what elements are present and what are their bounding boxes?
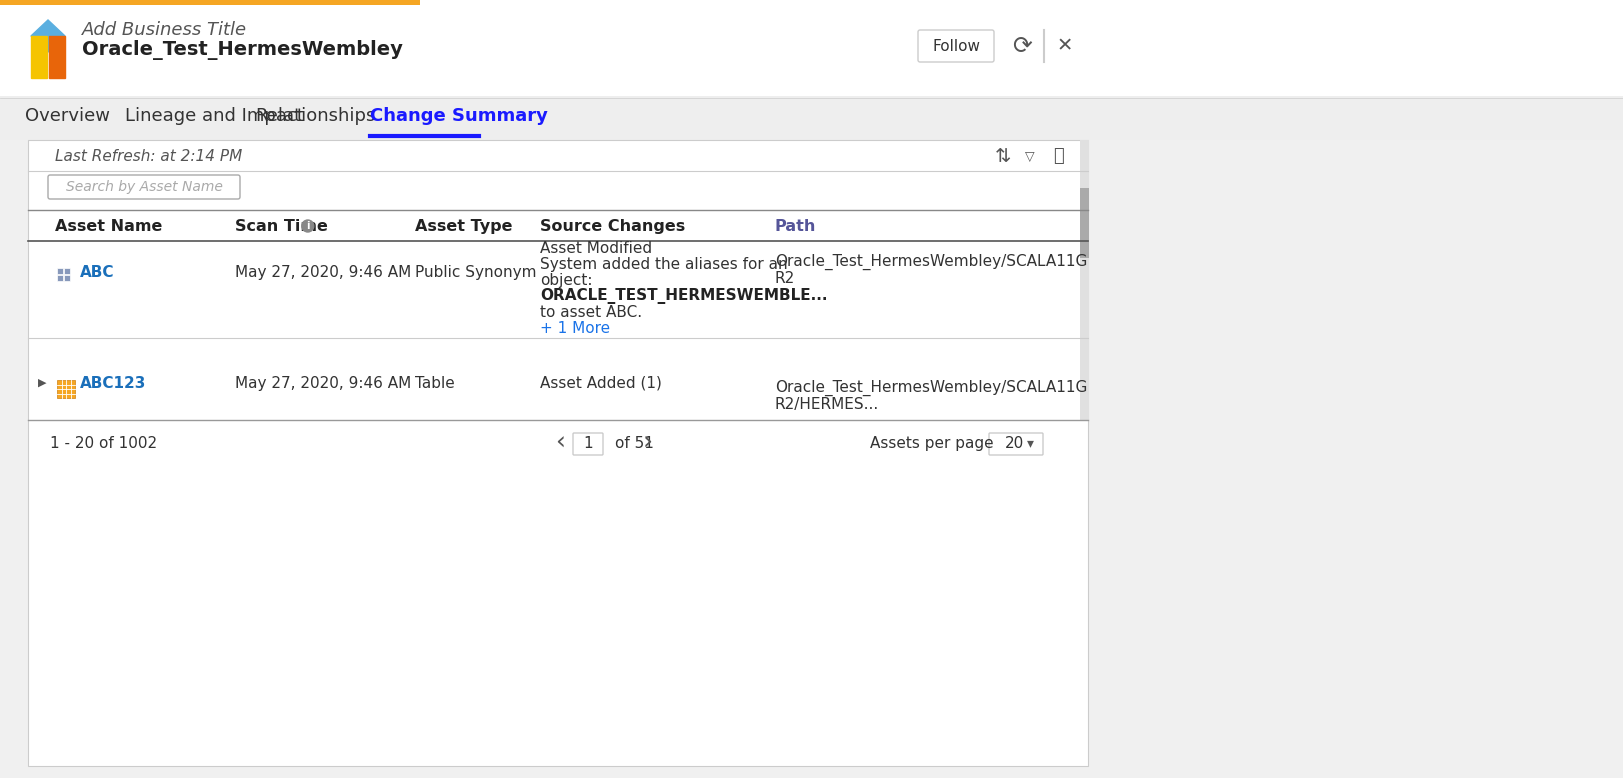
- Text: i: i: [307, 221, 310, 231]
- Text: 20: 20: [1005, 436, 1024, 450]
- FancyBboxPatch shape: [919, 30, 993, 62]
- Text: ‹: ‹: [555, 431, 565, 455]
- Text: Oracle_Test_HermesWembley: Oracle_Test_HermesWembley: [83, 40, 403, 60]
- Text: ▾: ▾: [1026, 436, 1034, 450]
- Bar: [1079, 140, 1089, 420]
- Text: to asset ABC.: to asset ABC.: [540, 304, 643, 320]
- Text: ORACLE_TEST_HERMESWEMBLE...: ORACLE_TEST_HERMESWEMBLE...: [540, 288, 828, 304]
- Text: Table: Table: [415, 376, 454, 391]
- Text: Change Summary: Change Summary: [370, 107, 549, 125]
- Bar: [57, 268, 63, 274]
- Bar: [0, 0, 1623, 98]
- Bar: [28, 140, 1087, 766]
- Text: ⇅: ⇅: [995, 146, 1011, 166]
- Text: Search by Asset Name: Search by Asset Name: [65, 180, 222, 194]
- Text: Last Refresh: at 2:14 PM: Last Refresh: at 2:14 PM: [55, 149, 242, 163]
- FancyBboxPatch shape: [49, 175, 240, 199]
- Text: Asset Added (1): Asset Added (1): [540, 376, 662, 391]
- Text: System added the aliases for an: System added the aliases for an: [540, 257, 787, 272]
- Bar: [57, 275, 63, 281]
- Text: Asset Name: Asset Name: [55, 219, 162, 233]
- Text: ✕: ✕: [1057, 37, 1073, 55]
- Text: ⤓: ⤓: [1053, 147, 1063, 165]
- Text: 1 - 20 of 1002: 1 - 20 of 1002: [50, 436, 157, 450]
- Text: Overview: Overview: [24, 107, 110, 125]
- Text: ABC123: ABC123: [80, 376, 146, 391]
- Text: R2/HERMES...: R2/HERMES...: [776, 397, 880, 412]
- Bar: [63, 275, 70, 281]
- Bar: [0, 0, 420, 5]
- Text: Oracle_Test_HermesWembley/SCALA11G: Oracle_Test_HermesWembley/SCALA11G: [776, 380, 1087, 396]
- Text: Relationships: Relationships: [255, 107, 375, 125]
- Text: Lineage and Impact: Lineage and Impact: [125, 107, 304, 125]
- Text: May 27, 2020, 9:46 AM: May 27, 2020, 9:46 AM: [235, 376, 411, 391]
- Text: ▶: ▶: [37, 378, 45, 388]
- Text: Follow: Follow: [932, 38, 980, 54]
- Polygon shape: [31, 36, 47, 78]
- Text: object:: object:: [540, 272, 592, 288]
- Text: + 1 More: + 1 More: [540, 321, 610, 335]
- Text: Scan Time: Scan Time: [235, 219, 328, 233]
- Text: ›: ›: [643, 431, 652, 455]
- Text: ⟳: ⟳: [1013, 34, 1032, 58]
- Bar: [57, 380, 75, 398]
- Text: Path: Path: [776, 219, 816, 233]
- Bar: [1079, 188, 1089, 258]
- Text: of 51: of 51: [615, 436, 654, 450]
- Text: R2: R2: [776, 271, 795, 286]
- Text: Source Changes: Source Changes: [540, 219, 685, 233]
- Text: ▽: ▽: [1026, 149, 1035, 163]
- FancyBboxPatch shape: [573, 433, 604, 455]
- Text: Add Business Title: Add Business Title: [83, 21, 247, 39]
- Bar: [0, 96, 1623, 140]
- Text: Asset Modified: Asset Modified: [540, 240, 652, 255]
- Bar: [63, 268, 70, 274]
- Text: 1: 1: [583, 436, 592, 450]
- Circle shape: [302, 220, 313, 232]
- Text: Public Synonym: Public Synonym: [415, 265, 537, 279]
- Text: Oracle_Test_HermesWembley/SCALA11G: Oracle_Test_HermesWembley/SCALA11G: [776, 254, 1087, 270]
- Text: May 27, 2020, 9:46 AM: May 27, 2020, 9:46 AM: [235, 265, 411, 279]
- Text: Asset Type: Asset Type: [415, 219, 513, 233]
- Polygon shape: [49, 36, 65, 78]
- FancyBboxPatch shape: [988, 433, 1044, 455]
- Text: Assets per page: Assets per page: [870, 436, 993, 450]
- Text: ABC: ABC: [80, 265, 115, 279]
- Polygon shape: [31, 20, 65, 52]
